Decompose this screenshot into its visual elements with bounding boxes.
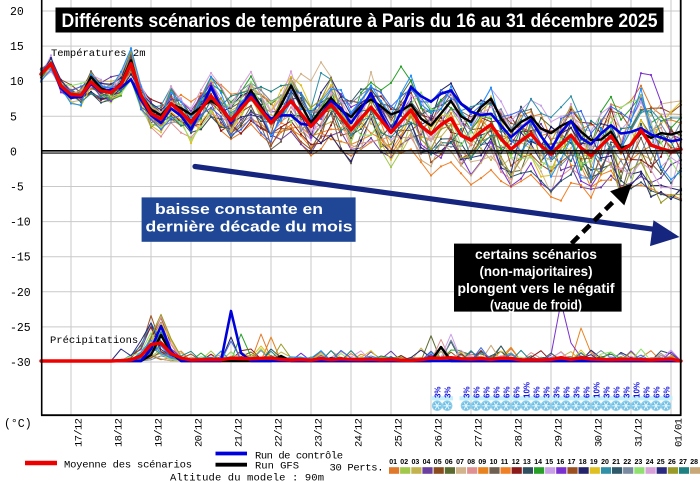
svg-text:Différents scénarios de tempér: Différents scénarios de température à Pa… <box>62 11 658 32</box>
svg-text:19: 19 <box>590 459 598 466</box>
svg-text:3%: 3% <box>444 386 453 398</box>
svg-text:30/12: 30/12 <box>594 418 606 447</box>
svg-text:0: 0 <box>10 146 17 159</box>
svg-text:27/12: 27/12 <box>474 418 486 447</box>
svg-text:04: 04 <box>423 459 431 466</box>
svg-text:01/01: 01/01 <box>674 418 686 447</box>
svg-text:18: 18 <box>579 459 587 466</box>
svg-text:6%: 6% <box>643 386 652 398</box>
svg-text:23: 23 <box>635 459 643 466</box>
svg-text:29/12: 29/12 <box>554 418 566 447</box>
svg-text:28/12: 28/12 <box>514 418 526 447</box>
svg-text:3%: 3% <box>553 386 562 398</box>
svg-text:20/12: 20/12 <box>194 418 206 447</box>
svg-text:5: 5 <box>10 111 17 124</box>
svg-text:Altitude du modele : 90m: Altitude du modele : 90m <box>170 473 324 482</box>
svg-text:06: 06 <box>445 459 453 466</box>
svg-text:24/12: 24/12 <box>354 418 366 447</box>
svg-text:25: 25 <box>657 459 665 466</box>
svg-text:6%: 6% <box>613 386 622 398</box>
svg-text:09: 09 <box>478 459 486 466</box>
svg-text:plongent vers le négatif: plongent vers le négatif <box>458 280 615 296</box>
svg-text:10%: 10% <box>593 382 602 398</box>
svg-text:dernière décade du mois: dernière décade du mois <box>146 219 353 236</box>
svg-text:12: 12 <box>512 459 520 466</box>
svg-text:10%: 10% <box>523 382 532 398</box>
svg-text:6%: 6% <box>473 386 482 398</box>
svg-text:27: 27 <box>679 459 687 466</box>
svg-text:03: 03 <box>412 459 420 466</box>
svg-text:21/12: 21/12 <box>234 418 246 447</box>
svg-text:6%: 6% <box>493 386 502 398</box>
svg-text:08: 08 <box>467 459 475 466</box>
svg-text:10: 10 <box>490 459 498 466</box>
svg-text:20: 20 <box>601 459 609 466</box>
svg-text:-30: -30 <box>10 357 31 370</box>
svg-text:24: 24 <box>646 459 654 466</box>
svg-text:18/12: 18/12 <box>114 418 126 447</box>
svg-text:11: 11 <box>501 459 509 466</box>
svg-text:28: 28 <box>690 459 698 466</box>
svg-text:6%: 6% <box>483 386 492 398</box>
svg-text:30 Perts.: 30 Perts. <box>330 463 384 475</box>
svg-text:Précipitations: Précipitations <box>50 335 138 347</box>
svg-text:17/12: 17/12 <box>74 418 86 447</box>
svg-text:3%: 3% <box>623 386 632 398</box>
svg-text:10%: 10% <box>633 382 642 398</box>
svg-text:26/12: 26/12 <box>434 418 446 447</box>
svg-text:10: 10 <box>10 76 24 89</box>
svg-text:Moyenne des scénarios: Moyenne des scénarios <box>64 460 192 472</box>
svg-text:13: 13 <box>523 459 531 466</box>
svg-text:-20: -20 <box>10 287 31 300</box>
svg-text:6%: 6% <box>533 386 542 398</box>
svg-text:23/12: 23/12 <box>314 418 326 447</box>
svg-text:Températures 2m: Températures 2m <box>51 48 146 60</box>
svg-text:3%: 3% <box>463 386 472 398</box>
svg-text:6%: 6% <box>503 386 512 398</box>
svg-text:3%: 3% <box>543 386 552 398</box>
svg-text:-10: -10 <box>10 217 31 230</box>
svg-text:15: 15 <box>545 459 553 466</box>
svg-text:19/12: 19/12 <box>154 418 166 447</box>
svg-text:17: 17 <box>568 459 576 466</box>
svg-text:21: 21 <box>612 459 620 466</box>
svg-text:certains scénarios: certains scénarios <box>475 246 597 262</box>
svg-text:15: 15 <box>10 41 24 54</box>
svg-text:22/12: 22/12 <box>274 418 286 447</box>
svg-text:05: 05 <box>434 459 442 466</box>
svg-text:26: 26 <box>668 459 676 466</box>
svg-text:6%: 6% <box>583 386 592 398</box>
svg-text:07: 07 <box>456 459 464 466</box>
svg-text:Run GFS: Run GFS <box>255 461 299 473</box>
svg-text:16: 16 <box>557 459 565 466</box>
svg-text:3%: 3% <box>573 386 582 398</box>
svg-text:01: 01 <box>389 459 397 466</box>
svg-text:baisse constante en: baisse constante en <box>155 201 323 218</box>
svg-text:3%: 3% <box>603 386 612 398</box>
svg-text:25/12: 25/12 <box>394 418 406 447</box>
svg-text:6%: 6% <box>563 386 572 398</box>
svg-text:31/12: 31/12 <box>634 418 646 447</box>
svg-text:14: 14 <box>534 459 542 466</box>
svg-text:(non-majoritaires): (non-majoritaires) <box>480 263 593 279</box>
svg-text:(°C): (°C) <box>4 418 32 431</box>
svg-text:20: 20 <box>10 6 24 19</box>
svg-text:3%: 3% <box>434 386 443 398</box>
svg-text:6%: 6% <box>653 386 662 398</box>
svg-text:Run de contrôle: Run de contrôle <box>255 451 343 463</box>
svg-text:22: 22 <box>623 459 631 466</box>
svg-text:-25: -25 <box>10 322 31 335</box>
svg-text:-5: -5 <box>10 182 24 195</box>
svg-text:-15: -15 <box>10 252 31 265</box>
svg-text:6%: 6% <box>663 386 672 398</box>
svg-text:6%: 6% <box>513 386 522 398</box>
svg-text:02: 02 <box>400 459 408 466</box>
svg-text:(vague de froid): (vague de froid) <box>490 297 582 313</box>
